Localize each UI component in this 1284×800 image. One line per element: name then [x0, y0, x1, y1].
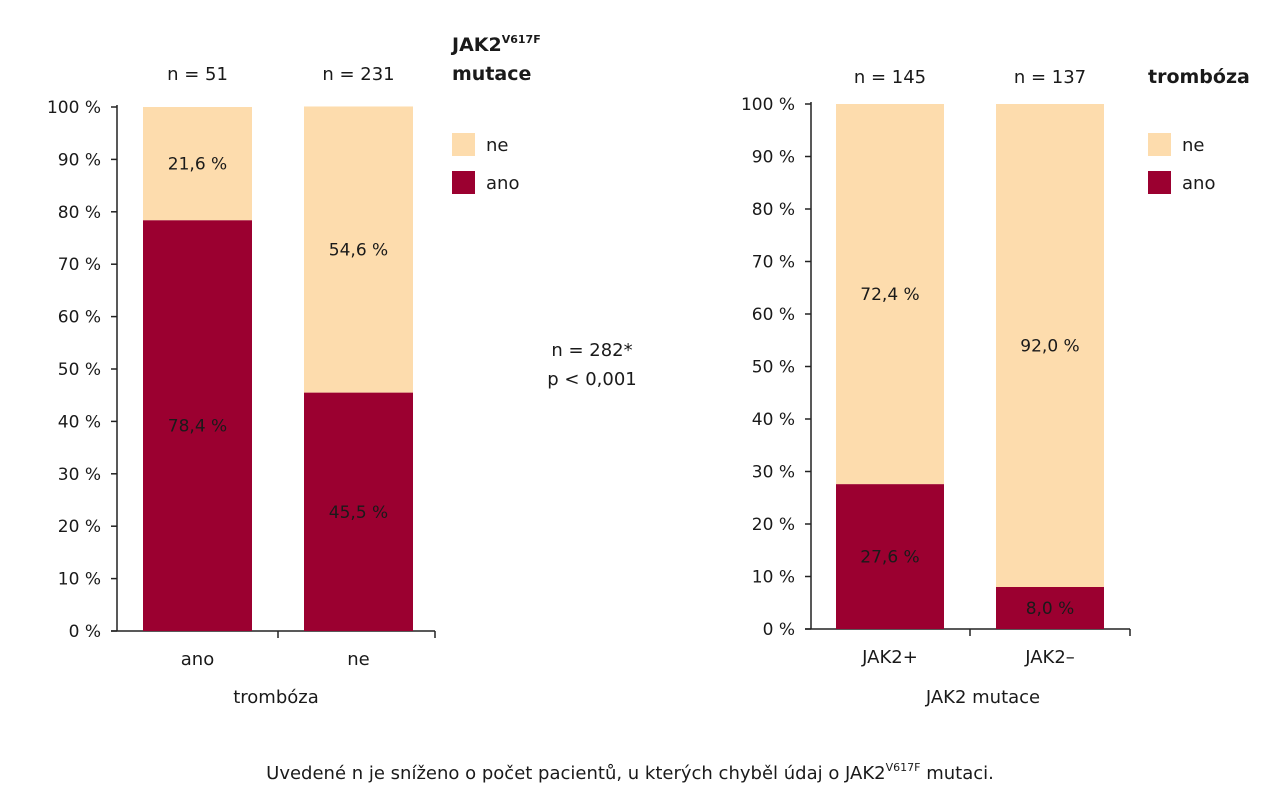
chart-panel-thrombosis: 0 % 10 % 20 % 30 % 40 % 50 % 60 % 70 % 80 % 90 % 1…	[47, 33, 541, 708]
y-tick-label: 20 %	[58, 517, 101, 537]
y-tick-label: 100 %	[47, 98, 101, 118]
data-label: 45,5 %	[329, 503, 388, 523]
y-tick-label: 30 %	[752, 463, 795, 483]
y-tick-label: 70 %	[58, 255, 101, 275]
legend-title-superscript: V617F	[502, 33, 541, 46]
y-tick-label: 60 %	[752, 305, 795, 325]
y-tick-label: 30 %	[58, 465, 101, 485]
bar-segment-ano	[304, 392, 413, 631]
legend-label-ano: ano	[486, 173, 519, 194]
x-axis-title: trombóza	[233, 687, 319, 708]
x-category-label: JAK2+	[861, 647, 918, 668]
caption-superscript: V617F	[886, 761, 921, 774]
n-count-label: n = 137	[1014, 67, 1086, 88]
bar-segment-ano	[836, 484, 944, 629]
y-tick-label: 80 %	[752, 200, 795, 220]
x-category-label: ne	[347, 649, 369, 670]
caption-text: Uvedené n je sníženo o počet pacientů, u…	[266, 763, 885, 784]
y-tick-label: 100 %	[741, 95, 795, 115]
bar-segment-ne	[836, 104, 944, 485]
y-tick-label: 60 %	[58, 308, 101, 328]
legend-swatch-ano	[452, 171, 475, 194]
y-tick-label: 80 %	[58, 203, 101, 223]
data-label: 27,6 %	[860, 548, 919, 568]
data-label: 78,4 %	[168, 417, 227, 437]
legend-label-ano: ano	[1182, 173, 1215, 194]
data-label: 92,0 %	[1020, 337, 1079, 357]
y-tick-label: 70 %	[752, 253, 795, 273]
legend-swatch-ano	[1148, 171, 1171, 194]
stats-n-total: n = 282*	[551, 340, 632, 361]
data-label: 72,4 %	[860, 285, 919, 305]
y-tick-label: 0 %	[69, 622, 101, 642]
stats-p-value: p < 0,001	[547, 369, 636, 390]
bar-segment-ano	[996, 587, 1104, 629]
data-label: 8,0 %	[1026, 599, 1075, 619]
y-tick-label: 50 %	[752, 358, 795, 378]
y-tick-label: 10 %	[752, 568, 795, 588]
bar-segment-ne	[996, 104, 1104, 587]
data-label: 21,6 %	[168, 155, 227, 175]
chart-panel-jak2: 0 % 10 % 20 % 30 % 40 % 50 % 60 % 70 % 80 % 90 % 1…	[741, 66, 1250, 708]
y-tick-label: 20 %	[752, 515, 795, 535]
legend-title: trombóza	[1148, 66, 1250, 88]
data-label: 54,6 %	[329, 241, 388, 261]
legend-swatch-ne	[1148, 133, 1171, 156]
x-category-label: JAK2–	[1024, 647, 1075, 668]
legend-title: JAK2V617F	[450, 33, 541, 56]
y-tick-label: 0 %	[763, 620, 795, 640]
y-tick-label: 10 %	[58, 570, 101, 590]
y-tick-label: 90 %	[752, 148, 795, 168]
caption-text-end: mutaci.	[920, 763, 993, 784]
n-count-label: n = 51	[167, 64, 228, 85]
x-category-label: ano	[181, 649, 214, 670]
y-tick-label: 40 %	[58, 412, 101, 432]
bar-segment-ne	[143, 107, 252, 221]
legend-label-ne: ne	[486, 135, 508, 156]
y-tick-label: 50 %	[58, 360, 101, 380]
legend-label-ne: ne	[1182, 135, 1204, 156]
legend-title-line2: mutace	[452, 63, 531, 85]
n-count-label: n = 145	[854, 67, 926, 88]
y-tick-label: 40 %	[752, 410, 795, 430]
x-axis-title: JAK2 mutace	[925, 687, 1040, 708]
y-tick-label: 90 %	[58, 150, 101, 170]
bar-segment-ne	[304, 106, 413, 393]
legend-swatch-ne	[452, 133, 475, 156]
caption: Uvedené n je sníženo o počet pacientů, u…	[266, 761, 994, 784]
n-count-label: n = 231	[322, 64, 394, 85]
bar-segment-ano	[143, 220, 252, 631]
